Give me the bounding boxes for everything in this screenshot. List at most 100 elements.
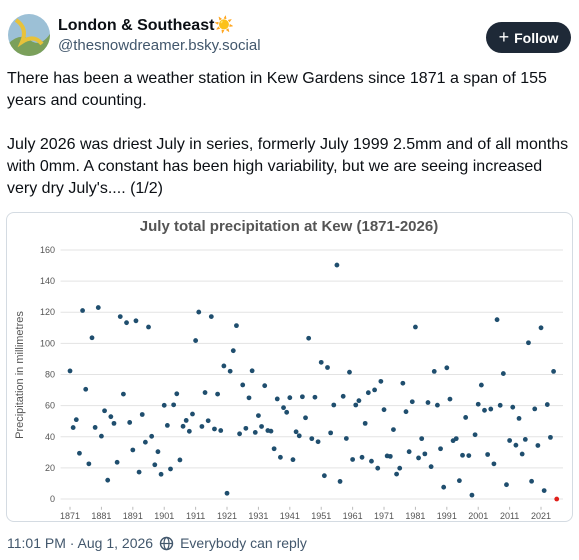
data-point bbox=[315, 439, 321, 445]
data-point bbox=[246, 395, 252, 401]
data-point bbox=[460, 452, 465, 458]
y-tick-label: 0 bbox=[50, 494, 55, 504]
data-point bbox=[337, 479, 343, 484]
x-tick-label: 1961 bbox=[343, 511, 363, 521]
data-point bbox=[296, 433, 302, 439]
data-point bbox=[375, 465, 381, 471]
data-point bbox=[529, 478, 534, 484]
data-point bbox=[224, 490, 230, 496]
data-point bbox=[472, 432, 478, 438]
post-footer: 11:01 PM · Aug 1, 2026 Everybody can rep… bbox=[7, 535, 307, 551]
follow-label: Follow bbox=[514, 29, 559, 46]
data-point bbox=[77, 450, 82, 456]
y-tick-label: 80 bbox=[45, 370, 55, 380]
data-point bbox=[234, 323, 239, 329]
data-point bbox=[444, 365, 450, 371]
data-point bbox=[215, 391, 221, 397]
data-point bbox=[102, 408, 107, 414]
data-point bbox=[491, 461, 497, 467]
data-point bbox=[70, 425, 76, 430]
data-point bbox=[347, 369, 352, 375]
author-handle[interactable]: @thesnowdreamer.bsky.social bbox=[58, 37, 261, 54]
data-point bbox=[237, 431, 242, 437]
data-point bbox=[513, 442, 519, 448]
data-point bbox=[422, 451, 428, 457]
data-point bbox=[142, 439, 148, 445]
x-tick-label: 1941 bbox=[280, 511, 300, 521]
data-point bbox=[394, 471, 399, 477]
data-point bbox=[312, 394, 318, 400]
data-point bbox=[290, 457, 296, 463]
data-point bbox=[256, 413, 261, 418]
data-point bbox=[158, 471, 164, 477]
data-point bbox=[105, 477, 111, 483]
data-point bbox=[117, 314, 123, 319]
author-name[interactable]: London & Southeast☀️ bbox=[58, 17, 235, 34]
data-point bbox=[67, 368, 73, 374]
data-point bbox=[397, 465, 403, 471]
data-point bbox=[171, 402, 177, 408]
data-point bbox=[522, 437, 528, 442]
data-point bbox=[130, 447, 136, 453]
data-point bbox=[303, 415, 308, 421]
globe-icon bbox=[159, 536, 174, 550]
data-point bbox=[271, 446, 277, 452]
data-point bbox=[413, 324, 418, 330]
chart-title: July total precipitation at Kew (1871-20… bbox=[140, 218, 438, 235]
data-point bbox=[127, 420, 133, 425]
data-point bbox=[243, 425, 249, 431]
data-point bbox=[494, 317, 500, 323]
data-point bbox=[136, 469, 142, 475]
data-point bbox=[161, 402, 167, 408]
data-point bbox=[428, 464, 434, 470]
data-point bbox=[99, 433, 104, 439]
data-point bbox=[431, 368, 437, 374]
data-point bbox=[541, 488, 547, 494]
data-point bbox=[202, 390, 208, 395]
data-point bbox=[538, 325, 544, 331]
data-point bbox=[262, 383, 268, 389]
data-point bbox=[259, 424, 264, 429]
data-point bbox=[321, 473, 327, 479]
data-point bbox=[478, 382, 484, 388]
x-tick-label: 2021 bbox=[531, 511, 551, 521]
avatar[interactable] bbox=[8, 14, 50, 56]
y-tick-label: 20 bbox=[45, 463, 55, 473]
data-point bbox=[516, 415, 522, 421]
data-point bbox=[372, 387, 377, 393]
data-point bbox=[177, 457, 183, 463]
data-point bbox=[152, 462, 158, 468]
data-point bbox=[180, 423, 186, 429]
data-point bbox=[343, 436, 349, 441]
data-point bbox=[435, 402, 440, 408]
data-point bbox=[287, 395, 293, 401]
y-tick-label: 160 bbox=[40, 245, 55, 255]
chart: July total precipitation at Kew (1871-20… bbox=[14, 218, 563, 521]
data-point bbox=[299, 394, 305, 400]
follow-button[interactable]: + Follow bbox=[486, 22, 571, 53]
data-point bbox=[240, 382, 246, 388]
data-point bbox=[268, 428, 274, 434]
data-point bbox=[331, 402, 337, 408]
data-point bbox=[174, 391, 180, 397]
paragraph: July 2026 was driest July in series, for… bbox=[7, 136, 569, 197]
y-tick-label: 120 bbox=[40, 307, 55, 317]
data-point bbox=[208, 314, 214, 319]
data-point bbox=[190, 411, 195, 417]
data-point bbox=[227, 368, 233, 374]
timestamp[interactable]: 11:01 PM · Aug 1, 2026 bbox=[7, 535, 154, 551]
data-point bbox=[196, 309, 202, 315]
data-point bbox=[500, 371, 506, 376]
data-point bbox=[381, 407, 387, 413]
data-point bbox=[92, 425, 98, 430]
data-point bbox=[193, 338, 199, 343]
data-point bbox=[416, 455, 421, 461]
data-point bbox=[89, 335, 95, 341]
x-tick-label: 1991 bbox=[437, 511, 457, 521]
data-point bbox=[463, 415, 469, 420]
y-tick-label: 40 bbox=[45, 432, 55, 442]
data-point bbox=[218, 428, 224, 433]
x-tick-label: 1971 bbox=[374, 511, 394, 521]
chart-image[interactable]: July total precipitation at Kew (1871-20… bbox=[6, 212, 573, 522]
data-point bbox=[146, 324, 151, 330]
